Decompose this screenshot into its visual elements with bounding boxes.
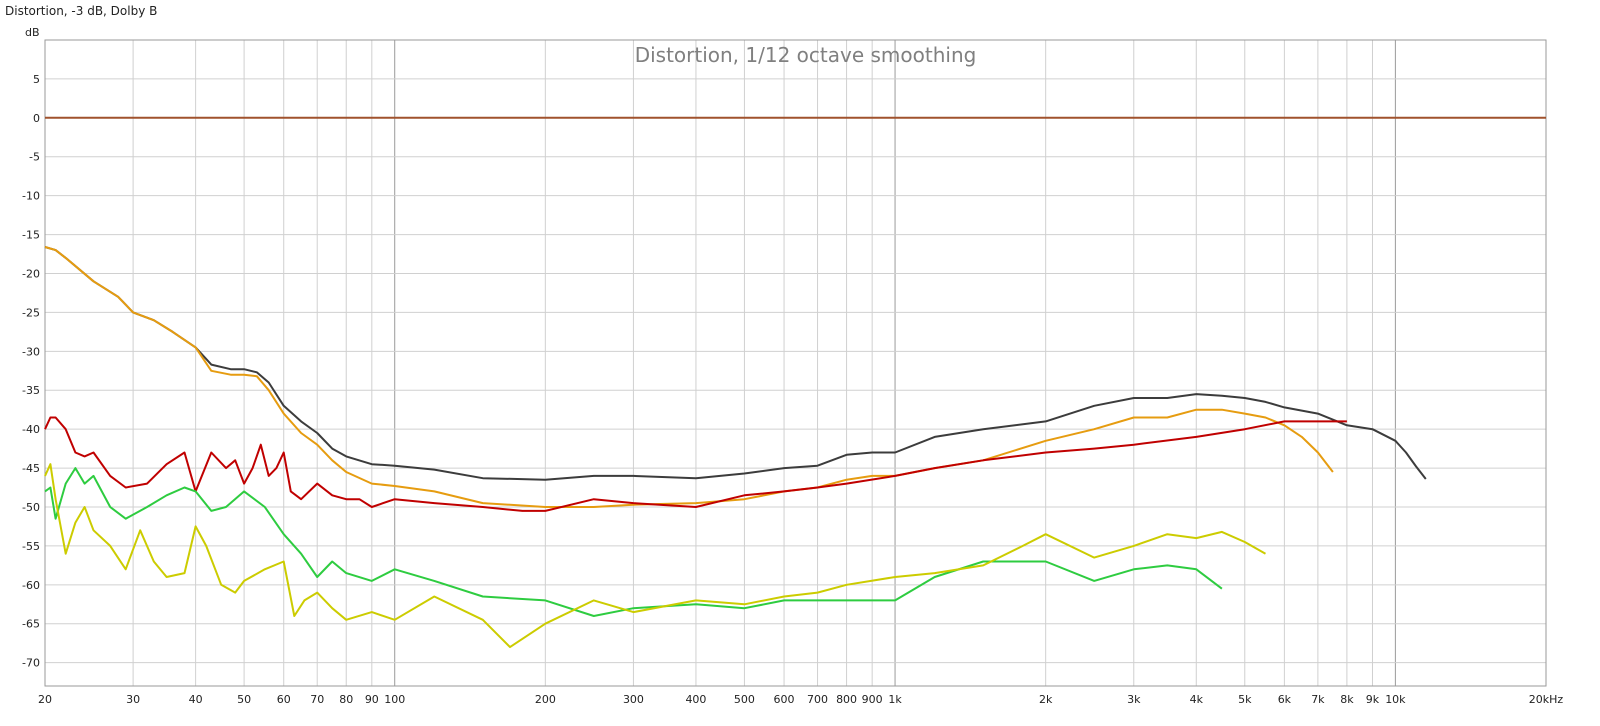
x-tick-label: 300: [623, 693, 644, 706]
x-tick-label: 8k: [1340, 693, 1354, 706]
y-tick-label: -15: [22, 229, 40, 242]
window-title: Distortion, -3 dB, Dolby B: [5, 4, 158, 18]
x-tick-label: 2k: [1039, 693, 1053, 706]
y-tick-label: -40: [22, 423, 40, 436]
grid: [44, 40, 1547, 686]
y-tick-label: -35: [22, 384, 40, 397]
x-tick-label: 700: [807, 693, 828, 706]
x-tick-label: 6k: [1278, 693, 1292, 706]
x-tick-label: 4k: [1190, 693, 1204, 706]
series-line-6: [44, 463, 1266, 649]
y-tick-label: -45: [22, 462, 40, 475]
x-tick-label: 90: [365, 693, 379, 706]
series-line-5: [44, 467, 1223, 617]
y-tick-label: -5: [29, 151, 40, 164]
x-tick-label: 30: [126, 693, 140, 706]
x-tick-label: 500: [734, 693, 755, 706]
x-tick-label: 200: [535, 693, 556, 706]
y-tick-label: -25: [22, 306, 40, 319]
y-axis-label: dB: [25, 26, 40, 39]
x-tick-label: 20: [38, 693, 52, 706]
chart-title: Distortion, 1/12 octave smoothing: [635, 43, 977, 67]
series-line-3: [44, 246, 1334, 508]
series-line-2: [44, 246, 1427, 481]
y-tick-label: -70: [22, 657, 40, 670]
x-tick-label: 70: [310, 693, 324, 706]
x-tick-label: 50: [237, 693, 251, 706]
x-tick-label: 900: [862, 693, 883, 706]
x-tick-label: 80: [339, 693, 353, 706]
x-tick-label: 3k: [1127, 693, 1141, 706]
x-tick-label: 7k: [1311, 693, 1325, 706]
x-tick-label: 9k: [1366, 693, 1380, 706]
x-tick-label: 20kHz: [1529, 693, 1564, 706]
y-tick-label: -65: [22, 618, 40, 631]
series-group: [44, 116, 1546, 649]
x-tick-label: 800: [836, 693, 857, 706]
y-tick-label: -30: [22, 345, 40, 358]
x-axis-ticks: 20 30 40 50 60 70 80 90 100 200 300 400 500 600 700 800…: [38, 693, 1563, 706]
x-tick-label: 100: [384, 693, 405, 706]
plot-frame: [44, 39, 1547, 687]
x-tick-label: 1k: [888, 693, 902, 706]
series-line-4: [44, 416, 1347, 512]
x-tick-label: 60: [277, 693, 291, 706]
y-tick-label: -10: [22, 190, 40, 203]
x-tick-label: 600: [774, 693, 795, 706]
x-tick-label: 5k: [1238, 693, 1252, 706]
y-tick-label: 5: [33, 73, 40, 86]
x-tick-label: 40: [189, 693, 203, 706]
y-tick-label: -60: [22, 579, 40, 592]
x-tick-label: 400: [685, 693, 706, 706]
x-tick-label: 10k: [1385, 693, 1406, 706]
y-axis-ticks: 5 0 -5 -10 -15 -20 -25 -30 -35 -40 -45 -50 -55 -60 -65…: [22, 73, 40, 670]
y-tick-label: -20: [22, 267, 40, 280]
y-tick-label: -50: [22, 501, 40, 514]
y-tick-label: -55: [22, 540, 40, 553]
y-tick-label: 0: [33, 112, 40, 125]
